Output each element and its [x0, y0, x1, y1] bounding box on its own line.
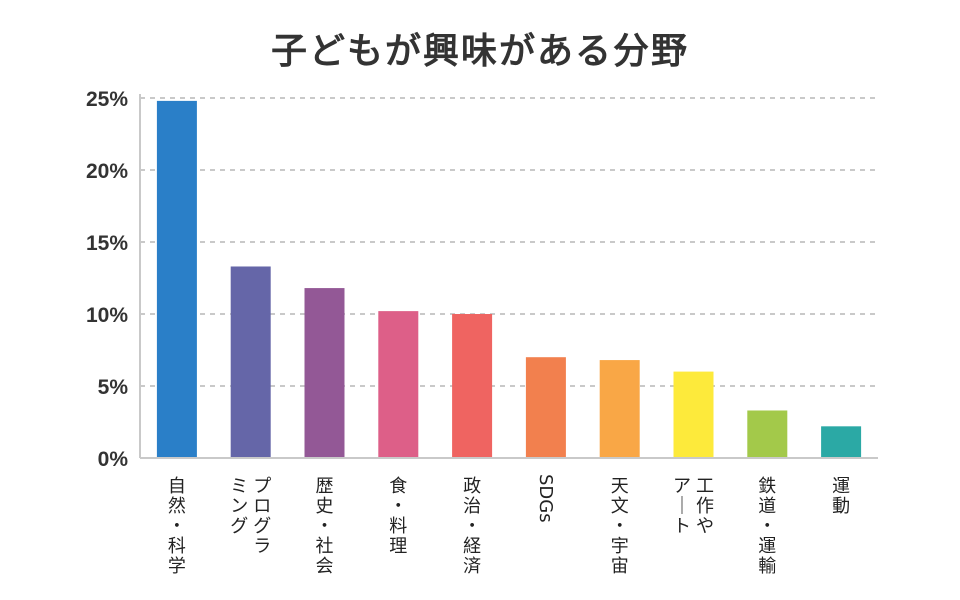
bar-4	[378, 311, 419, 458]
bar-10	[821, 426, 862, 458]
category-label: 食・料理	[389, 476, 407, 557]
bar-8	[673, 371, 714, 458]
category-label-line: 天文・宇宙	[611, 476, 629, 577]
category-label-line: 鉄道・運輸	[758, 476, 776, 577]
bar-5	[452, 314, 493, 458]
category-label: 政治・経済	[463, 476, 481, 577]
bar-3	[304, 288, 345, 458]
category-label-line: SDGs	[535, 474, 556, 523]
bars	[156, 100, 862, 458]
category-label: 鉄道・運輸	[758, 476, 776, 577]
bar-7	[599, 360, 640, 458]
y-tick-label: 10%	[86, 304, 128, 327]
bar-9	[747, 410, 788, 458]
y-tick-label: 20%	[86, 160, 128, 183]
category-label: SDGs	[535, 474, 556, 523]
y-tick-label: 5%	[98, 376, 129, 399]
y-tick-label: 25%	[86, 88, 128, 111]
axes: 0% 5% 10% 15% 20% 25%	[86, 88, 878, 471]
category-label-line: 政治・経済	[463, 476, 481, 577]
bar-1	[156, 100, 197, 458]
category-label-line: 運動	[832, 476, 850, 517]
category-label-line: 自然・科学	[168, 476, 186, 577]
category-label-line: 工作や	[696, 476, 714, 537]
category-label-line: プログラ	[253, 476, 271, 557]
y-tick-label: 15%	[86, 232, 128, 255]
category-label-line: 歴史・社会	[316, 476, 334, 577]
bar-2	[230, 266, 271, 458]
category-label: 自然・科学	[168, 476, 186, 577]
category-label-line: ミング	[230, 476, 248, 537]
chart-title: 子どもが興味がある分野	[270, 31, 689, 72]
category-label: 歴史・社会	[316, 476, 334, 577]
category-label: 天文・宇宙	[611, 476, 629, 577]
category-label-line: ア｜ト	[673, 476, 691, 537]
y-tick-label: 0%	[98, 448, 129, 471]
bar-6	[525, 357, 566, 458]
category-label: 運動	[832, 476, 850, 517]
category-label-line: 食・料理	[389, 476, 407, 557]
